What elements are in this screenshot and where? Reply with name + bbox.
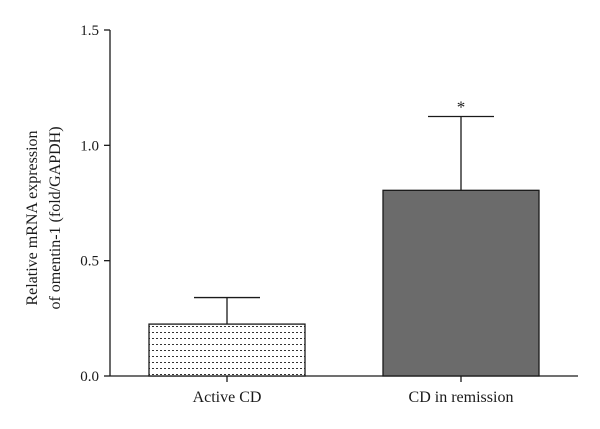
significance-marker: * xyxy=(457,98,466,117)
y-tick-label: 1.5 xyxy=(80,23,99,39)
y-axis-title-line: of omentin-1 (fold/GAPDH) xyxy=(47,126,64,309)
bar xyxy=(148,323,306,377)
y-axis: 0.0 0.5 1.0 1.5 xyxy=(80,23,111,385)
y-tick-label: 0.0 xyxy=(80,369,99,385)
annotations: * xyxy=(457,98,466,117)
y-axis-title-line: Relative mRNA expression xyxy=(24,130,41,305)
bar xyxy=(382,189,540,377)
x-category-label: CD in remission xyxy=(409,389,514,406)
y-tick-label: 1.0 xyxy=(80,138,99,154)
bars xyxy=(148,189,540,377)
x-axis: Active CD CD in remission xyxy=(110,375,578,406)
x-category-label: Active CD xyxy=(193,389,262,406)
y-tick-label: 0.5 xyxy=(80,254,99,270)
y-axis-title: Relative mRNA expression of omentin-1 (fo… xyxy=(24,126,64,309)
error-bars xyxy=(194,115,494,325)
